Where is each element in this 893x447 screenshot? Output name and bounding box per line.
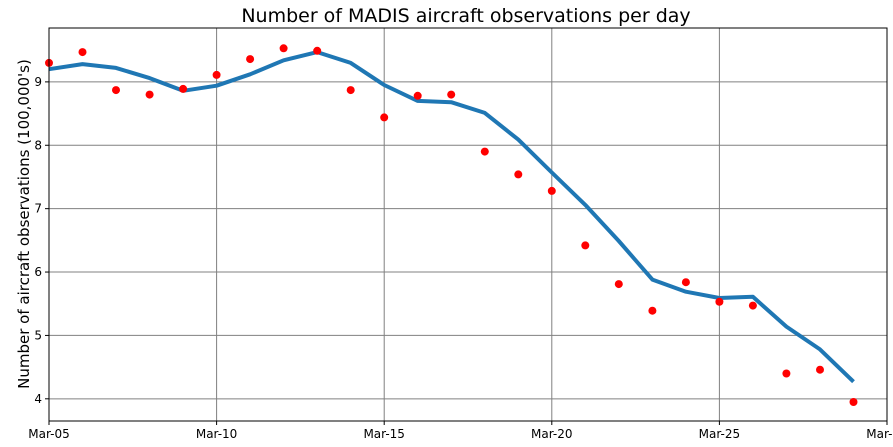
y-tick-label: 8	[34, 138, 42, 152]
data-point	[447, 90, 456, 99]
x-tick-label: Mar-10	[196, 427, 237, 441]
plot-frame	[48, 27, 888, 422]
data-point	[279, 44, 288, 53]
data-point	[78, 48, 87, 57]
data-point	[648, 306, 657, 315]
data-point	[380, 113, 389, 122]
data-point	[547, 186, 556, 195]
data-point	[748, 301, 757, 310]
data-point	[581, 241, 590, 250]
x-tick-label: Mar-15	[363, 427, 404, 441]
data-point	[212, 70, 221, 79]
y-axis-label: Number of aircraft observations (100,000…	[15, 59, 33, 389]
data-point	[179, 84, 188, 93]
x-tick-label: Mar-25	[699, 427, 740, 441]
y-tick-label: 7	[34, 202, 42, 216]
data-point	[480, 147, 489, 156]
line-series	[48, 50, 855, 384]
data-point	[346, 86, 355, 95]
data-point	[715, 297, 724, 306]
x-tick-label: Mar-05	[28, 427, 69, 441]
x-tick-label: Mar-20	[531, 427, 572, 441]
data-point	[614, 280, 623, 289]
data-point	[112, 86, 120, 95]
y-tick-label: 6	[34, 265, 42, 279]
data-point	[413, 91, 422, 100]
data-point	[681, 278, 690, 287]
y-tick-label: 9	[34, 75, 42, 89]
y-axis: 4 5 6 7 8 9	[34, 75, 49, 406]
scatter-series	[45, 44, 858, 406]
data-point	[313, 46, 322, 55]
series-line	[48, 50, 855, 384]
data-point	[514, 170, 523, 179]
y-tick-label: 5	[34, 328, 42, 342]
chart-title: Number of MADIS aircraft observations pe…	[241, 5, 690, 27]
x-tick-label: Mar-30	[866, 427, 893, 441]
data-point	[782, 369, 791, 378]
data-point	[246, 55, 255, 64]
data-point	[816, 365, 824, 374]
data-point	[145, 90, 154, 99]
y-tick-label: 4	[34, 392, 42, 406]
data-point	[849, 398, 858, 406]
x-axis: Mar-05 Mar-10 Mar-15 Mar-20 Mar-25 Mar-30	[28, 421, 893, 441]
